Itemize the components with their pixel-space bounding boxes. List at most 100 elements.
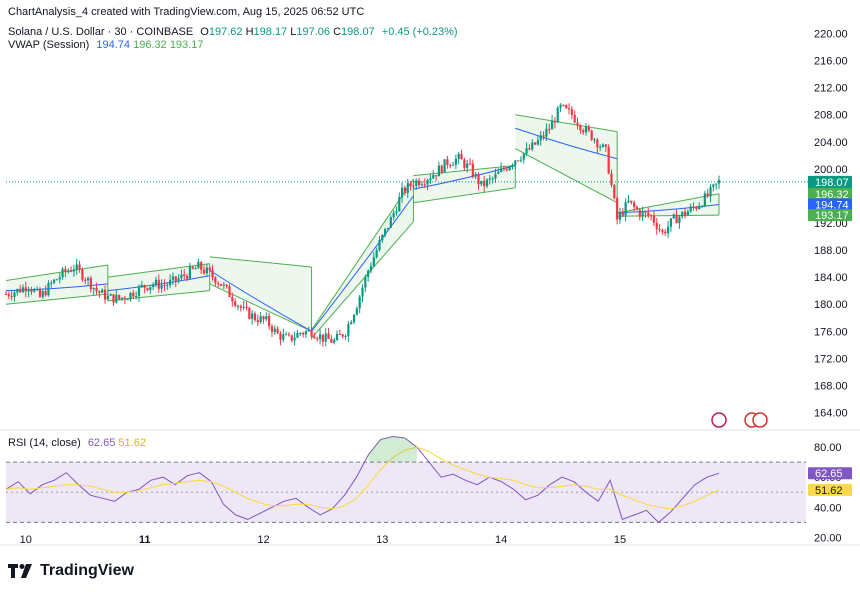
rsi-overbought-fill (368, 436, 417, 463)
candle-body (599, 146, 602, 148)
tradingview-brand[interactable]: TradingView (8, 562, 134, 580)
candle-body (519, 159, 523, 161)
candle-body (282, 334, 285, 340)
candle-body (372, 257, 375, 267)
candle-body (321, 334, 324, 342)
candle-body (290, 335, 293, 341)
candle-body (709, 187, 712, 197)
open-value: 197.62 (208, 26, 243, 38)
candle-body (415, 180, 418, 186)
candle-body (542, 135, 545, 137)
price-axis-label-bg (808, 187, 852, 200)
price-axis-label-bg (808, 198, 852, 211)
candle-body (398, 197, 401, 212)
candle-body (225, 284, 228, 287)
candle-body (304, 331, 308, 335)
candle-body (132, 292, 135, 297)
candle-body (194, 268, 197, 270)
low-label: L (290, 26, 297, 38)
candle-body (205, 267, 208, 274)
candle-body (163, 284, 166, 286)
candle-body (171, 276, 175, 280)
candle-body (514, 160, 517, 165)
candle-body (10, 295, 13, 297)
candle-body (50, 282, 53, 284)
rsi-axis-label-bg (808, 483, 852, 496)
vwap-band-fill (413, 165, 516, 203)
candle-body (251, 313, 254, 319)
candle-body (296, 333, 299, 338)
candle-body (293, 337, 296, 341)
candle-body (587, 126, 590, 131)
candle-body (635, 206, 639, 210)
candle-body (174, 276, 177, 282)
candle-body (384, 228, 387, 235)
candle-body (358, 296, 361, 309)
candle-body (610, 173, 613, 185)
symbol-legend: Solana / U.S. Dollar · 30 · COINBASE O19… (8, 26, 458, 38)
price-tick-label: 208.00 (814, 110, 848, 122)
candle-body (327, 333, 330, 339)
candle-body (715, 183, 718, 185)
candle-body (483, 180, 486, 187)
candle-body (491, 178, 494, 180)
candle-body (403, 187, 407, 193)
vwap-upper-band (311, 178, 414, 331)
candle-body (101, 289, 104, 293)
vwap-lower-band (5, 293, 108, 305)
candle-body (533, 142, 537, 145)
candle-body (211, 270, 214, 278)
candle-body (432, 175, 435, 179)
candle-body (149, 286, 152, 291)
candle-body (341, 334, 344, 337)
candle-body (84, 279, 87, 281)
candle-body (548, 128, 551, 130)
candle-body (488, 178, 491, 180)
rsi-axis-label: 51.62 (815, 485, 843, 497)
candle-body (375, 250, 378, 258)
candle-body (58, 277, 61, 280)
candle-body (545, 128, 548, 137)
candle-body (160, 284, 163, 289)
candle-body (92, 287, 95, 290)
candle-body (177, 278, 180, 282)
candle-body (330, 338, 333, 343)
candle-body (689, 206, 692, 212)
candle-body (285, 334, 288, 336)
candle-body (4, 294, 8, 296)
price-axis-label: 193.17 (815, 210, 849, 222)
candle-body (494, 173, 497, 179)
candle-body (500, 168, 503, 172)
candle-body (115, 294, 118, 303)
price-axis-label: 194.74 (815, 199, 849, 211)
candle-body (624, 202, 627, 216)
tradingview-logo-icon (8, 564, 32, 578)
candle-body (601, 144, 605, 147)
candle-body (33, 289, 36, 292)
candle-body (270, 326, 274, 332)
candle-body (239, 305, 242, 308)
candle-body (712, 184, 715, 188)
rsi-line (5, 435, 720, 524)
price-tick-label: 200.00 (814, 164, 848, 176)
candle-body (188, 266, 192, 279)
candle-body (208, 267, 211, 271)
candle-body (559, 104, 562, 108)
candle-body (700, 206, 704, 208)
rsi-value: 62.65 (87, 437, 116, 449)
candle-body (47, 283, 50, 296)
candle-body (692, 206, 695, 208)
candle-body (364, 276, 367, 288)
candle-body (401, 187, 404, 198)
candle-body (423, 184, 426, 186)
low-value: 197.06 (296, 26, 331, 38)
vwap-lower-band (515, 148, 618, 204)
candle-body (55, 279, 59, 281)
candle-body (406, 183, 409, 193)
candle-body (531, 142, 534, 150)
close-label: C (333, 26, 342, 38)
candle-body (344, 336, 347, 338)
candle-body (27, 289, 30, 292)
candle-body (378, 240, 381, 251)
